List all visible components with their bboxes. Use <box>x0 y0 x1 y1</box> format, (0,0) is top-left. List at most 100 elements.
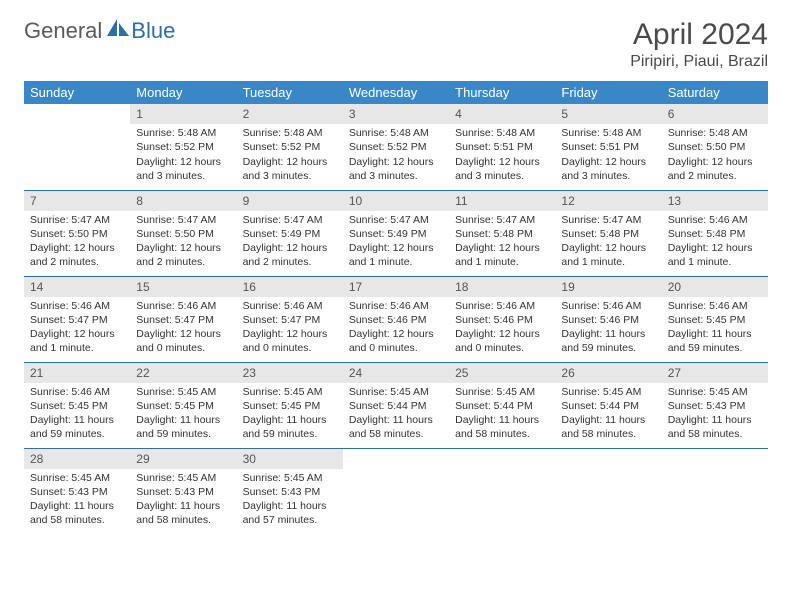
sunrise-text: Sunrise: 5:48 AM <box>561 126 655 140</box>
daylight-text: Daylight: 11 hours and 59 minutes. <box>668 327 762 355</box>
sunrise-text: Sunrise: 5:46 AM <box>349 299 443 313</box>
day-number: 21 <box>24 363 130 383</box>
day-number: 2 <box>237 104 343 124</box>
daylight-text: Daylight: 11 hours and 58 minutes. <box>455 413 549 441</box>
logo-text-1: General <box>24 18 102 44</box>
sunset-text: Sunset: 5:47 PM <box>30 313 124 327</box>
daylight-text: Daylight: 12 hours and 2 minutes. <box>668 155 762 183</box>
calendar-day-cell: 2Sunrise: 5:48 AMSunset: 5:52 PMDaylight… <box>237 104 343 190</box>
sunset-text: Sunset: 5:45 PM <box>668 313 762 327</box>
calendar-day-cell: 6Sunrise: 5:48 AMSunset: 5:50 PMDaylight… <box>662 104 768 190</box>
calendar-day-cell: 20Sunrise: 5:46 AMSunset: 5:45 PMDayligh… <box>662 276 768 362</box>
sunset-text: Sunset: 5:50 PM <box>30 227 124 241</box>
header: General Blue April 2024 Piripiri, Piaui,… <box>24 18 768 71</box>
calendar-week-row: 14Sunrise: 5:46 AMSunset: 5:47 PMDayligh… <box>24 276 768 362</box>
sunset-text: Sunset: 5:43 PM <box>243 485 337 499</box>
day-details: Sunrise: 5:47 AMSunset: 5:49 PMDaylight:… <box>343 211 449 274</box>
day-number: 7 <box>24 191 130 211</box>
day-details: Sunrise: 5:47 AMSunset: 5:49 PMDaylight:… <box>237 211 343 274</box>
sunrise-text: Sunrise: 5:48 AM <box>455 126 549 140</box>
daylight-text: Daylight: 12 hours and 2 minutes. <box>136 241 230 269</box>
sunrise-text: Sunrise: 5:46 AM <box>668 213 762 227</box>
day-details: Sunrise: 5:48 AMSunset: 5:50 PMDaylight:… <box>662 124 768 187</box>
day-details: Sunrise: 5:45 AMSunset: 5:44 PMDaylight:… <box>555 383 661 446</box>
day-number: 8 <box>130 191 236 211</box>
calendar-day-cell: 30Sunrise: 5:45 AMSunset: 5:43 PMDayligh… <box>237 448 343 534</box>
day-details: Sunrise: 5:45 AMSunset: 5:44 PMDaylight:… <box>343 383 449 446</box>
daylight-text: Daylight: 12 hours and 0 minutes. <box>455 327 549 355</box>
sunrise-text: Sunrise: 5:45 AM <box>668 385 762 399</box>
day-details: Sunrise: 5:48 AMSunset: 5:51 PMDaylight:… <box>555 124 661 187</box>
calendar-day-cell: 26Sunrise: 5:45 AMSunset: 5:44 PMDayligh… <box>555 362 661 448</box>
weekday-header: Tuesday <box>237 81 343 104</box>
day-details: Sunrise: 5:45 AMSunset: 5:43 PMDaylight:… <box>130 469 236 532</box>
day-details: Sunrise: 5:48 AMSunset: 5:52 PMDaylight:… <box>237 124 343 187</box>
day-details: Sunrise: 5:48 AMSunset: 5:52 PMDaylight:… <box>130 124 236 187</box>
sunset-text: Sunset: 5:43 PM <box>30 485 124 499</box>
calendar-day-cell: 7Sunrise: 5:47 AMSunset: 5:50 PMDaylight… <box>24 190 130 276</box>
sunrise-text: Sunrise: 5:47 AM <box>455 213 549 227</box>
day-number: 16 <box>237 277 343 297</box>
sunrise-text: Sunrise: 5:45 AM <box>561 385 655 399</box>
sunset-text: Sunset: 5:45 PM <box>136 399 230 413</box>
day-number: 1 <box>130 104 236 124</box>
calendar-day-cell: . <box>662 448 768 534</box>
sunset-text: Sunset: 5:43 PM <box>136 485 230 499</box>
month-title: April 2024 <box>630 18 768 51</box>
sunrise-text: Sunrise: 5:45 AM <box>455 385 549 399</box>
sunset-text: Sunset: 5:44 PM <box>455 399 549 413</box>
calendar-day-cell: 11Sunrise: 5:47 AMSunset: 5:48 PMDayligh… <box>449 190 555 276</box>
sunset-text: Sunset: 5:48 PM <box>455 227 549 241</box>
weekday-header-row: SundayMondayTuesdayWednesdayThursdayFrid… <box>24 81 768 104</box>
day-number: 9 <box>237 191 343 211</box>
day-details: Sunrise: 5:45 AMSunset: 5:43 PMDaylight:… <box>662 383 768 446</box>
day-details: Sunrise: 5:47 AMSunset: 5:48 PMDaylight:… <box>449 211 555 274</box>
calendar-day-cell: 29Sunrise: 5:45 AMSunset: 5:43 PMDayligh… <box>130 448 236 534</box>
day-details: Sunrise: 5:45 AMSunset: 5:43 PMDaylight:… <box>24 469 130 532</box>
day-number: 12 <box>555 191 661 211</box>
day-details: Sunrise: 5:48 AMSunset: 5:52 PMDaylight:… <box>343 124 449 187</box>
day-details: Sunrise: 5:47 AMSunset: 5:50 PMDaylight:… <box>130 211 236 274</box>
calendar-day-cell: 5Sunrise: 5:48 AMSunset: 5:51 PMDaylight… <box>555 104 661 190</box>
daylight-text: Daylight: 11 hours and 57 minutes. <box>243 499 337 527</box>
title-block: April 2024 Piripiri, Piaui, Brazil <box>630 18 768 71</box>
day-number: 28 <box>24 449 130 469</box>
daylight-text: Daylight: 12 hours and 1 minute. <box>349 241 443 269</box>
calendar-day-cell: 13Sunrise: 5:46 AMSunset: 5:48 PMDayligh… <box>662 190 768 276</box>
sunset-text: Sunset: 5:44 PM <box>349 399 443 413</box>
daylight-text: Daylight: 11 hours and 59 minutes. <box>561 327 655 355</box>
daylight-text: Daylight: 12 hours and 2 minutes. <box>30 241 124 269</box>
daylight-text: Daylight: 11 hours and 58 minutes. <box>349 413 443 441</box>
daylight-text: Daylight: 12 hours and 1 minute. <box>561 241 655 269</box>
day-details: Sunrise: 5:45 AMSunset: 5:44 PMDaylight:… <box>449 383 555 446</box>
day-number: 3 <box>343 104 449 124</box>
day-number: 17 <box>343 277 449 297</box>
day-number: 26 <box>555 363 661 383</box>
sunset-text: Sunset: 5:49 PM <box>349 227 443 241</box>
sunset-text: Sunset: 5:48 PM <box>561 227 655 241</box>
sunrise-text: Sunrise: 5:48 AM <box>668 126 762 140</box>
sunrise-text: Sunrise: 5:45 AM <box>243 471 337 485</box>
day-number: 5 <box>555 104 661 124</box>
calendar-day-cell: 18Sunrise: 5:46 AMSunset: 5:46 PMDayligh… <box>449 276 555 362</box>
day-number: 13 <box>662 191 768 211</box>
sunset-text: Sunset: 5:47 PM <box>243 313 337 327</box>
daylight-text: Daylight: 11 hours and 59 minutes. <box>30 413 124 441</box>
daylight-text: Daylight: 12 hours and 1 minute. <box>30 327 124 355</box>
calendar-day-cell: . <box>449 448 555 534</box>
daylight-text: Daylight: 11 hours and 59 minutes. <box>243 413 337 441</box>
day-details: Sunrise: 5:46 AMSunset: 5:47 PMDaylight:… <box>237 297 343 360</box>
sunset-text: Sunset: 5:52 PM <box>243 140 337 154</box>
daylight-text: Daylight: 12 hours and 3 minutes. <box>561 155 655 183</box>
calendar-day-cell: 15Sunrise: 5:46 AMSunset: 5:47 PMDayligh… <box>130 276 236 362</box>
calendar-day-cell: 4Sunrise: 5:48 AMSunset: 5:51 PMDaylight… <box>449 104 555 190</box>
day-details: Sunrise: 5:45 AMSunset: 5:45 PMDaylight:… <box>237 383 343 446</box>
sunset-text: Sunset: 5:45 PM <box>243 399 337 413</box>
sunrise-text: Sunrise: 5:46 AM <box>243 299 337 313</box>
calendar-day-cell: 27Sunrise: 5:45 AMSunset: 5:43 PMDayligh… <box>662 362 768 448</box>
daylight-text: Daylight: 12 hours and 0 minutes. <box>349 327 443 355</box>
calendar-day-cell: . <box>24 104 130 190</box>
daylight-text: Daylight: 12 hours and 3 minutes. <box>455 155 549 183</box>
sunset-text: Sunset: 5:46 PM <box>561 313 655 327</box>
weekday-header: Monday <box>130 81 236 104</box>
